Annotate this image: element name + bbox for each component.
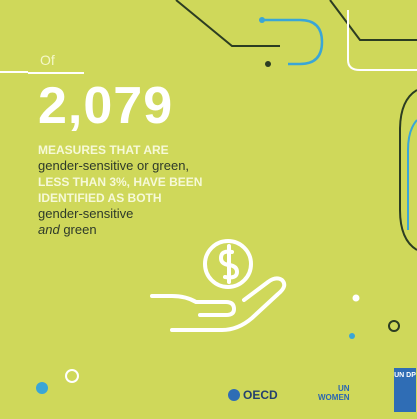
- oecd-logo-text: OECD: [243, 388, 278, 402]
- oecd-logo: OECD: [228, 388, 278, 402]
- dot: [259, 17, 265, 23]
- intro-word: Of: [40, 52, 55, 68]
- circuit-line: [175, 0, 280, 47]
- statement-line-4: IDENTIFIED AS BOTH: [38, 191, 162, 205]
- undp-logo: UN DP: [394, 368, 416, 412]
- statement-line-6-rest: green: [59, 222, 97, 237]
- dot: [265, 61, 271, 67]
- hand-coin-icon: [150, 239, 287, 332]
- statement-line-6: and green: [38, 222, 238, 238]
- unwomen-logo-top: UN: [338, 384, 350, 393]
- statement-line-3: LESS THAN 3%, HAVE BEEN: [38, 175, 203, 189]
- circuit-line: [347, 10, 417, 71]
- statement-line-1: MEASURES THAT ARE: [38, 143, 169, 157]
- dot: [352, 294, 360, 302]
- emphasis-word: and: [38, 222, 60, 237]
- statement-line-5: gender-sensitive: [38, 206, 134, 221]
- dot: [36, 382, 48, 394]
- statement-line-2: gender-sensitive or green,: [38, 158, 190, 173]
- circuit-line: [329, 0, 417, 41]
- dot: [349, 333, 355, 339]
- ring: [65, 369, 79, 383]
- circuit-line: [399, 89, 417, 251]
- circuit-curve: [262, 18, 324, 66]
- divider-rule: [28, 72, 84, 74]
- unwomen-logo: UN WOMEN: [318, 384, 350, 402]
- circuit-curve: [407, 119, 417, 230]
- headline-number: 2,079: [38, 77, 174, 135]
- statement-text: MEASURES THAT ARE gender-sensitive or gr…: [38, 142, 238, 238]
- ring: [388, 320, 400, 332]
- unwomen-logo-bottom: WOMEN: [318, 393, 350, 402]
- oecd-globe-icon: [228, 389, 240, 401]
